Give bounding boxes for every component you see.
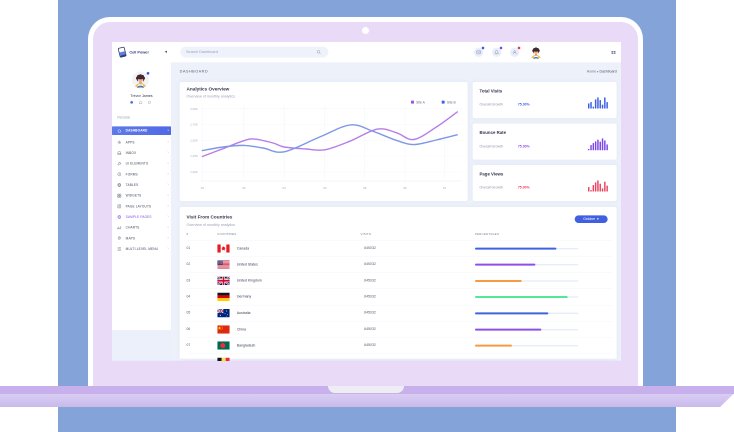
svg-text:07: 07 [442,186,446,190]
svg-text:1,500: 1,500 [190,138,198,142]
svg-text:03: 03 [282,186,286,190]
svg-text:1,000: 1,000 [190,170,198,174]
svg-text:02: 02 [242,186,246,190]
svg-text:1,250: 1,250 [190,154,198,158]
svg-text:05: 05 [362,186,366,190]
svg-text:2,000: 2,000 [190,107,198,111]
svg-text:01: 01 [200,186,204,190]
svg-text:1,750: 1,750 [190,123,198,127]
svg-text:04: 04 [323,186,327,190]
svg-text:06: 06 [403,186,407,190]
